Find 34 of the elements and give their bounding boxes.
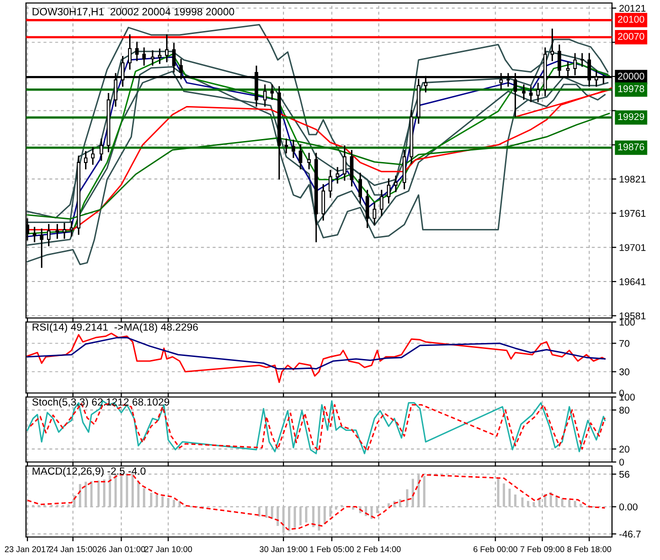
- y-tick-label: 56: [619, 470, 630, 478]
- x-tick-label: 6 Feb 00:00: [474, 546, 518, 552]
- y-tick-label: 19641: [620, 278, 646, 286]
- chart-title: DOW30H17,H1 20002 20004 19998 20000: [32, 8, 234, 17]
- y-tick-label: 80: [619, 406, 630, 414]
- x-tick-label: 27 Jan 10:00: [144, 546, 192, 552]
- y-tick-label: 19761: [620, 210, 646, 217]
- ref-line-label: 19978: [618, 85, 644, 92]
- y-tick-label: 0.00: [619, 503, 638, 510]
- chart-title: RSI(14) 49.2141 ->MA(18) 48.2296: [32, 323, 198, 333]
- x-tick-label: 23 Jan 2017: [4, 546, 50, 552]
- ref-line-label: 20100: [618, 16, 644, 23]
- x-tick-label: 1 Feb 05:00: [310, 546, 354, 552]
- x-tick-label: 24 Jan 15:00: [49, 546, 97, 552]
- x-tick-label: 7 Feb 09:00: [520, 546, 564, 552]
- y-tick-label: -46.7: [619, 530, 641, 538]
- x-tick-label: 2 Feb 14:00: [356, 546, 401, 552]
- y-tick-label: 100: [620, 318, 635, 326]
- y-tick-label: 19701: [620, 244, 646, 251]
- y-tick-label: 19821: [620, 176, 646, 183]
- x-tick-label: 8 Feb 18:00: [567, 546, 612, 552]
- y-tick-label: 70: [619, 340, 630, 347]
- y-tick-label: 30: [619, 368, 630, 376]
- ref-line-label: 19929: [618, 113, 644, 120]
- chart-title: MACD(12,26,9) -2.5 -4.0: [32, 467, 146, 477]
- ref-line-label: 20070: [618, 32, 644, 40]
- x-tick-label: 30 Jan 19:00: [260, 546, 308, 552]
- ref-line-label: 19876: [618, 143, 644, 150]
- x-tick-label: 26 Jan 01:00: [98, 546, 146, 552]
- y-tick-label: 20: [619, 446, 630, 453]
- y-tick-label: 20121: [619, 4, 646, 12]
- y-tick-label: 19581: [620, 312, 646, 320]
- ref-line-label: 20000: [618, 72, 644, 80]
- y-tick-label: 0: [619, 458, 624, 466]
